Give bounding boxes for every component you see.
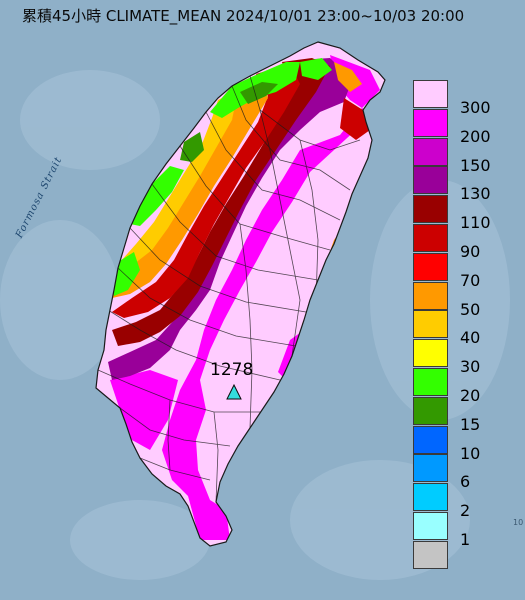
triangle-icon (226, 384, 242, 400)
legend-swatch (413, 512, 448, 540)
legend-label: 300 (460, 98, 491, 117)
legend-label: 1 (460, 530, 471, 549)
zone-200-west (162, 55, 380, 540)
legend-swatch (413, 483, 448, 512)
legend-swatch (413, 108, 448, 137)
legend-label: 110 (460, 213, 491, 233)
legend-label: 90 (460, 242, 481, 261)
zone-orange-northeast (334, 62, 362, 92)
legend-label: 15 (460, 414, 481, 434)
peak-value-label: 1278 (210, 360, 254, 380)
zone-15-north (240, 82, 278, 104)
legend-swatch (413, 80, 448, 108)
coastline (95, 41, 386, 547)
legend-label: 30 (460, 357, 481, 377)
legend-label: 10 (460, 443, 481, 463)
legend-label: 130 (460, 184, 491, 204)
zone-200-south (110, 370, 178, 450)
legend-swatch (413, 137, 448, 166)
legend-swatch (413, 224, 448, 252)
zone-90 (112, 64, 300, 318)
legend-label: 20 (460, 386, 481, 405)
legend-swatch (413, 425, 448, 454)
legend-swatch (413, 310, 448, 339)
legend-swatch (413, 454, 448, 483)
legend-label: 200 (460, 126, 491, 146)
legend-label: 50 (460, 299, 481, 319)
legend: 300 200 150 130 110 90 70 50 40 30 20 15 10 6 2 1 (413, 80, 523, 570)
legend-swatch (413, 166, 448, 195)
legend-swatch (413, 339, 448, 368)
edge-label: 10 (513, 518, 524, 527)
legend-swatch (413, 281, 448, 310)
zone-20-west (130, 166, 184, 226)
legend-label: 150 (460, 155, 491, 175)
admin-boundaries (97, 75, 361, 503)
map-title: 累積45小時 CLIMATE_MEAN 2024/10/01 23:00~10/… (22, 7, 465, 25)
zone-20-northtip (300, 58, 332, 80)
legend-swatch (413, 195, 448, 224)
legend-label: 70 (460, 270, 481, 290)
zone-110 (112, 58, 330, 346)
legend-label: 2 (460, 501, 471, 521)
legend-label: 6 (460, 472, 471, 492)
zone-50 (112, 74, 268, 298)
zone-red-northeast (340, 98, 370, 140)
zone-40 (120, 90, 238, 264)
legend-swatch (413, 540, 448, 569)
legend-swatch (413, 252, 448, 281)
legend-label: 40 (460, 328, 481, 348)
legend-swatch (413, 396, 448, 425)
legend-swatch (413, 368, 448, 396)
